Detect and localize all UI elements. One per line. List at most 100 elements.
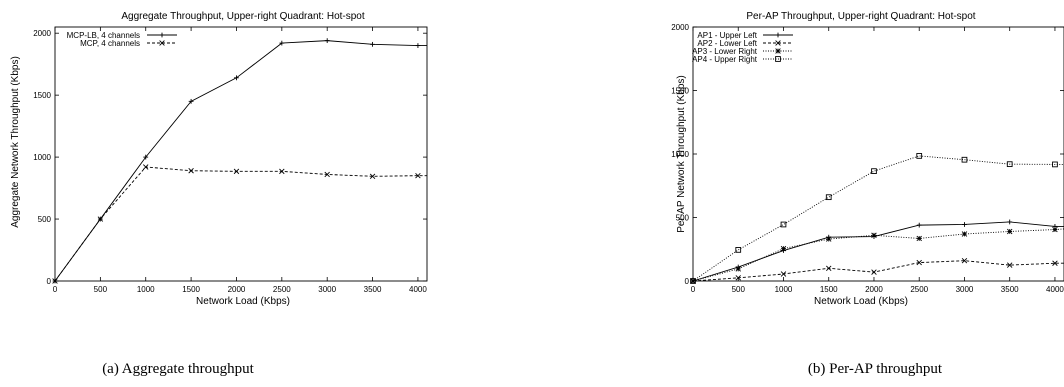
chart-a-ytick-label: 2000 xyxy=(33,29,51,38)
chart-b-series-4-point xyxy=(735,247,742,253)
chart-b-series-1-point xyxy=(1007,219,1013,225)
chart-b-legend-marker xyxy=(775,48,781,54)
chart-b-series-3-point xyxy=(780,245,787,252)
chart-a-series-1-point xyxy=(370,41,375,47)
chart-a-xtick-label: 3500 xyxy=(364,285,382,294)
chart-b-legend-label: AP2 - Lower Left xyxy=(697,39,757,48)
chart-b-series-4-point xyxy=(780,221,787,228)
chart-a-series-2-point xyxy=(143,164,149,170)
chart-a-ylabel: Aggregate Network Throughput (Kbps) xyxy=(10,56,21,228)
chart-b-xtick-label: 0 xyxy=(691,285,696,294)
chart-b-series-3-point xyxy=(871,232,877,238)
chart-b-series-4-point xyxy=(690,278,696,284)
chart-a-series-2-point xyxy=(97,216,104,222)
chart-b-ytick-label: 2000 xyxy=(671,23,689,32)
chart-a-plot: 0 500 1000 1500 2000 2500 3000 3500 4000 0 500 1000… xyxy=(33,26,428,294)
chart-a-series-1-line xyxy=(54,40,427,282)
chart-b-series-3-point xyxy=(735,266,741,272)
chart-b-series-2-line xyxy=(692,260,1064,282)
chart-b-legend-marker xyxy=(775,40,781,46)
chart-a-legend-label: MCP, 4 channels xyxy=(80,39,140,48)
chart-a-series-1-point xyxy=(234,75,239,81)
chart-a-series-2-point xyxy=(279,168,285,175)
chart-b-series-3-point xyxy=(1006,228,1013,235)
chart-b-legend-label: AP3 - Lower Right xyxy=(692,47,758,56)
chart-b-series-4-point xyxy=(1052,161,1058,168)
chart-a-series-2-line xyxy=(54,166,427,282)
chart-b-series-1-point xyxy=(962,222,967,227)
chart-a-legend-marker xyxy=(159,40,165,46)
chart-a-series-1-point xyxy=(279,40,285,46)
chart-b-ytick-label: 500 xyxy=(676,214,690,223)
chart-a-series-2-point xyxy=(52,278,58,284)
chart-a-xtick-label: 0 xyxy=(53,285,58,294)
chart-a-xlabel: Network Load (Kbps) xyxy=(196,296,290,307)
chart-a-legend-label: MCP-LB, 4 channels xyxy=(67,31,140,40)
chart-b-series-2-point xyxy=(961,257,968,264)
chart-b-series-1-point xyxy=(916,222,922,228)
chart-b-series-2-point xyxy=(916,259,922,266)
chart-b-frame xyxy=(692,26,1064,282)
chart-b-xtick-label: 3500 xyxy=(1001,285,1019,294)
chart-b-series-3-point xyxy=(826,236,832,242)
chart-b-xtick-label: 1500 xyxy=(820,285,838,294)
chart-b-xtick-label: 4000 xyxy=(1046,285,1064,294)
chart-a-series-2-point xyxy=(324,171,330,178)
chart-a-series-2-point xyxy=(188,168,194,174)
chart-a-xtick-label: 4000 xyxy=(409,285,427,294)
chart-b-series-4-point xyxy=(871,168,877,174)
chart-b-series-3-point xyxy=(1052,226,1058,233)
caption-b: (b) Per-AP throughput xyxy=(808,361,943,377)
chart-b-ytick-label: 0 xyxy=(685,277,690,286)
chart-b-plot: 0 500 1000 1500 2000 2500 3000 3500 4000 0 500 1000… xyxy=(671,23,1064,294)
chart-a-xtick-label: 1000 xyxy=(137,285,155,294)
chart-a-series-2-point xyxy=(233,168,240,175)
chart-a-title: Aggregate Throughput, Upper-right Quadra… xyxy=(121,11,365,22)
chart-b-xtick-label: 3000 xyxy=(956,285,974,294)
chart-a-xtick-label: 2000 xyxy=(228,285,246,294)
chart-b-legend-label: AP4 - Upper Right xyxy=(692,55,758,64)
chart-b-series-4-point xyxy=(825,194,832,201)
chart-b-xtick-label: 2000 xyxy=(865,285,883,294)
chart-b-legend-marker xyxy=(775,56,781,62)
chart-b-ytick-label: 1000 xyxy=(671,150,689,159)
chart-b-xlabel: Network Load (Kbps) xyxy=(814,296,908,307)
chart-b-legend-label: AP1 - Upper Left xyxy=(697,31,757,40)
chart-b-xtick-label: 1000 xyxy=(775,285,793,294)
caption-a: (a) Aggregate throughput xyxy=(102,361,254,377)
chart-a-ytick-label: 0 xyxy=(47,277,52,286)
chart-b-series-2-point xyxy=(780,271,787,277)
chart-b-series-4-point xyxy=(961,156,968,163)
chart-a-ytick-label: 500 xyxy=(38,215,52,224)
chart-a-ytick-label: 1500 xyxy=(33,91,51,100)
chart-b-title: Per-AP Throughput, Upper-right Quadrant:… xyxy=(746,11,975,22)
chart-b-series-3-line xyxy=(692,228,1064,282)
chart-b-ylabel: Per-AP Network Throughput (Kbps) xyxy=(676,75,687,232)
chart-b-xtick-label: 500 xyxy=(732,285,746,294)
chart-a-series-2-point xyxy=(415,172,421,179)
chart-a-xtick-label: 3000 xyxy=(318,285,336,294)
chart-a-series-1-point xyxy=(415,43,421,48)
chart-a-series-1-point xyxy=(188,98,194,104)
chart-b-series-2-point xyxy=(1006,262,1013,268)
chart-a-series-1-point xyxy=(143,154,149,160)
chart-b-series-2-point xyxy=(1052,260,1058,266)
chart-b-series-4-point xyxy=(916,153,923,159)
chart-b-series-2-point xyxy=(871,269,877,275)
chart-a-xtick-label: 500 xyxy=(94,285,108,294)
chart-a-ytick-label: 1000 xyxy=(33,153,51,162)
chart-b-series-4-point xyxy=(1006,161,1013,168)
chart-a-xtick-label: 2500 xyxy=(273,285,291,294)
chart-a-series-2-point xyxy=(369,173,376,180)
chart-a-xtick-label: 1500 xyxy=(182,285,200,294)
chart-a-series-1-point xyxy=(324,38,330,44)
chart-b-series-2-point xyxy=(735,275,741,281)
chart-b-series-2-point xyxy=(826,265,832,272)
chart-b-ytick-label: 1500 xyxy=(671,87,689,96)
chart-b-series-3-point xyxy=(961,231,968,237)
chart-a-frame xyxy=(54,26,428,282)
chart-b-series-4-line xyxy=(692,155,1064,282)
chart-a-legend-marker xyxy=(159,32,165,38)
chart-b-xtick-label: 2500 xyxy=(910,285,928,294)
